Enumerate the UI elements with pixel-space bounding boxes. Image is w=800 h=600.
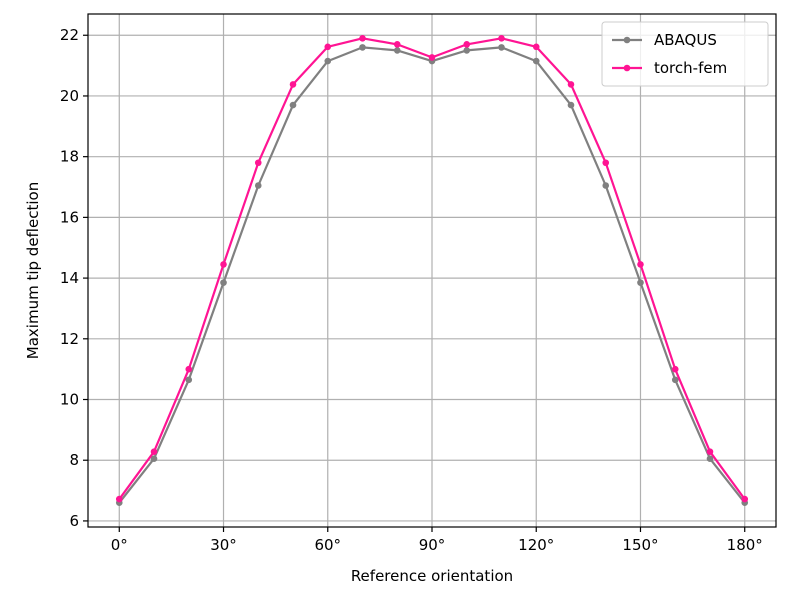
data-point bbox=[671, 365, 679, 373]
data-point bbox=[637, 261, 644, 268]
x-axis-label: Reference orientation bbox=[351, 567, 513, 585]
data-point bbox=[254, 182, 262, 189]
grid-lines bbox=[88, 14, 776, 527]
data-point bbox=[671, 376, 679, 384]
legend-label: ABAQUS bbox=[654, 31, 717, 49]
data-point bbox=[393, 41, 401, 48]
data-point bbox=[602, 182, 610, 189]
legend-label: torch-fem bbox=[654, 59, 727, 77]
data-point bbox=[602, 159, 610, 167]
data-point bbox=[150, 448, 158, 456]
y-tick-label: 10 bbox=[60, 391, 79, 409]
data-point bbox=[463, 41, 471, 48]
data-point bbox=[254, 159, 262, 167]
data-point bbox=[185, 365, 193, 373]
y-tick-label: 16 bbox=[60, 208, 79, 226]
y-tick-label: 14 bbox=[60, 269, 79, 287]
x-tick-label: 90° bbox=[419, 536, 446, 554]
series-abaqus bbox=[115, 44, 749, 507]
data-point bbox=[324, 43, 332, 51]
data-point bbox=[220, 261, 227, 268]
data-point bbox=[115, 495, 123, 503]
y-tick-label: 22 bbox=[60, 26, 79, 44]
x-tick-label: 150° bbox=[622, 536, 658, 554]
data-point bbox=[220, 279, 227, 286]
legend-box bbox=[601, 21, 769, 87]
data-point bbox=[532, 43, 540, 51]
y-tick-label: 18 bbox=[60, 148, 79, 166]
legend: ABAQUS torch-fem bbox=[601, 21, 769, 87]
y-tick-label: 12 bbox=[60, 330, 79, 348]
legend-swatch-marker bbox=[623, 64, 631, 72]
legend-entry-torch-fem: torch-fem bbox=[612, 59, 727, 77]
data-point bbox=[567, 81, 575, 88]
y-axis-ticks: 6 8 10 12 14 16 18 20 22 bbox=[60, 26, 88, 530]
legend-entries: ABAQUS torch-fem bbox=[612, 31, 727, 77]
y-axis-label: Maximum tip deflection bbox=[24, 182, 42, 359]
data-point bbox=[393, 47, 401, 54]
legend-entry-abaqus: ABAQUS bbox=[612, 31, 717, 49]
data-point bbox=[289, 101, 297, 109]
data-point bbox=[463, 47, 471, 54]
legend-swatch-marker bbox=[623, 36, 631, 44]
x-tick-label: 30° bbox=[210, 536, 237, 554]
data-point bbox=[359, 44, 366, 51]
data-point bbox=[359, 34, 366, 42]
data-point bbox=[706, 455, 714, 463]
x-axis-ticks: 0° 30° 60° 90° 120° 150° 180° bbox=[111, 527, 763, 554]
y-tick-label: 20 bbox=[60, 87, 79, 105]
data-point bbox=[498, 44, 505, 51]
data-point bbox=[567, 101, 575, 109]
data-point bbox=[428, 54, 436, 61]
x-tick-label: 0° bbox=[111, 536, 128, 554]
y-tick-label: 8 bbox=[69, 451, 79, 469]
data-point bbox=[706, 448, 714, 456]
data-point bbox=[741, 495, 749, 503]
y-tick-label: 6 bbox=[69, 512, 79, 530]
series-torch-fem bbox=[115, 34, 749, 503]
x-tick-label: 180° bbox=[727, 536, 763, 554]
data-point bbox=[185, 376, 193, 384]
data-point bbox=[324, 57, 332, 65]
x-tick-label: 120° bbox=[518, 536, 554, 554]
x-tick-label: 60° bbox=[314, 536, 341, 554]
data-point bbox=[289, 81, 297, 88]
data-point bbox=[150, 455, 158, 463]
data-point bbox=[637, 279, 644, 286]
data-point bbox=[498, 34, 505, 42]
series-layer bbox=[115, 34, 749, 507]
data-point bbox=[532, 57, 540, 65]
